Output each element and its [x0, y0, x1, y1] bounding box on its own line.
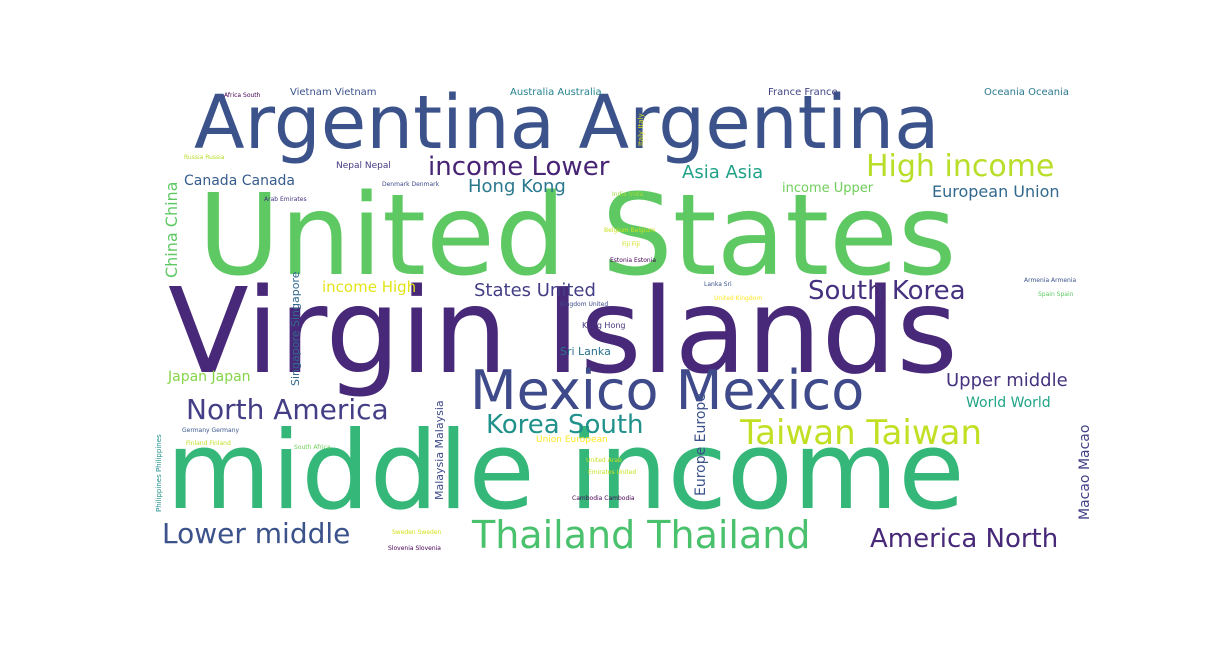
word-virgin-islands: Virgin Islands	[168, 262, 958, 400]
word-world-world: World World	[966, 395, 1051, 411]
word-kingdom-united: Kingdom United	[560, 301, 609, 308]
word-states-united: States United	[474, 280, 596, 301]
word-belgium-belgium: Belgium Belgium	[604, 227, 656, 234]
word-sri-lanka: Sri Lanka	[560, 345, 611, 358]
word-south-korea: South Korea	[808, 276, 966, 306]
word-japan-japan: Japan Japan	[168, 369, 251, 385]
word-argentina-argentina: Argentina Argentina	[194, 80, 940, 166]
word-income-lower: income Lower	[428, 152, 610, 182]
word-china-china: China China	[162, 181, 181, 279]
word-malaysia-malaysia: Malaysia Malaysia	[433, 400, 446, 500]
word-income-upper: income Upper	[782, 181, 874, 196]
word-asia-asia: Asia Asia	[682, 162, 764, 183]
word-singapore-singapore: Singapore Singapore	[289, 271, 302, 387]
word-slovenia-slovenia: Slovenia Slovenia	[388, 545, 441, 552]
word-france-france: France France	[768, 87, 838, 98]
word-cambodia-cambodia: Cambodia Cambodia	[572, 495, 635, 502]
word-germany-germany: Germany Germany	[182, 427, 240, 434]
word-mexico-mexico: Mexico Mexico	[470, 359, 865, 422]
word-thailand-thailand: Thailand Thailand	[472, 513, 811, 557]
word-united-states: United States	[198, 171, 957, 301]
word-united-kingdom: United Kingdom	[714, 295, 763, 302]
word-middle-income: middle income	[166, 409, 965, 534]
word-arab-emirates: Arab Emirates	[264, 196, 307, 203]
word-fiji-fiji: Fiji Fiji	[622, 241, 640, 248]
word-europe-europe: Europe Europe	[693, 393, 709, 496]
word-income-high: income High	[322, 278, 417, 296]
word-vietnam-vietnam: Vietnam Vietnam	[290, 87, 377, 98]
word-european-union: European Union	[932, 182, 1060, 201]
word-australia-australia: Australia Australia	[510, 87, 602, 98]
word-america-north: America North	[870, 524, 1059, 554]
word-russia-russia: Russia Russia	[184, 154, 225, 161]
word-north-america: North America	[186, 393, 389, 426]
word-korea-south: Korea South	[486, 410, 644, 440]
word-sweden-sweden: Sweden Sweden	[392, 529, 442, 536]
word-hong-kong: Hong Kong	[468, 176, 566, 197]
word-canada-canada: Canada Canada	[184, 173, 295, 189]
word-africa-south: Africa South	[224, 92, 261, 99]
word-nepal-nepal: Nepal Nepal	[336, 161, 391, 171]
word-lower-middle: Lower middle	[162, 517, 351, 550]
word-united-arab: United Arab	[586, 457, 622, 464]
word-oceania-oceania: Oceania Oceania	[984, 87, 1069, 98]
word-india-india: India India	[612, 191, 644, 198]
word-macao-macao: Macao Macao	[1077, 424, 1093, 520]
word-finland-finland: Finland Finland	[186, 440, 231, 447]
word-union-european: Union European	[536, 435, 608, 445]
word-emirates-united: Emirates United	[588, 469, 637, 476]
word-italy-italy: Italy Italy	[637, 113, 645, 146]
word-kong-hong: Kong Hong	[582, 321, 626, 330]
word-spain-spain: Spain Spain	[1038, 291, 1074, 298]
word-armenia-armenia: Armenia Armenia	[1024, 277, 1077, 284]
word-lanka-sri: Lanka Sri	[704, 281, 732, 288]
word-estonia-estonia: Estonia Estonia	[610, 257, 657, 264]
word-philippines-philippines: Philippines Philippines	[155, 434, 163, 512]
word-south-africa: South Africa	[294, 444, 331, 451]
word-denmark-denmark: Denmark Denmark	[382, 181, 440, 188]
word-high-income: High income	[866, 149, 1055, 184]
word-upper-middle: Upper middle	[946, 370, 1068, 391]
word-taiwan-taiwan: Taiwan Taiwan	[740, 413, 983, 453]
